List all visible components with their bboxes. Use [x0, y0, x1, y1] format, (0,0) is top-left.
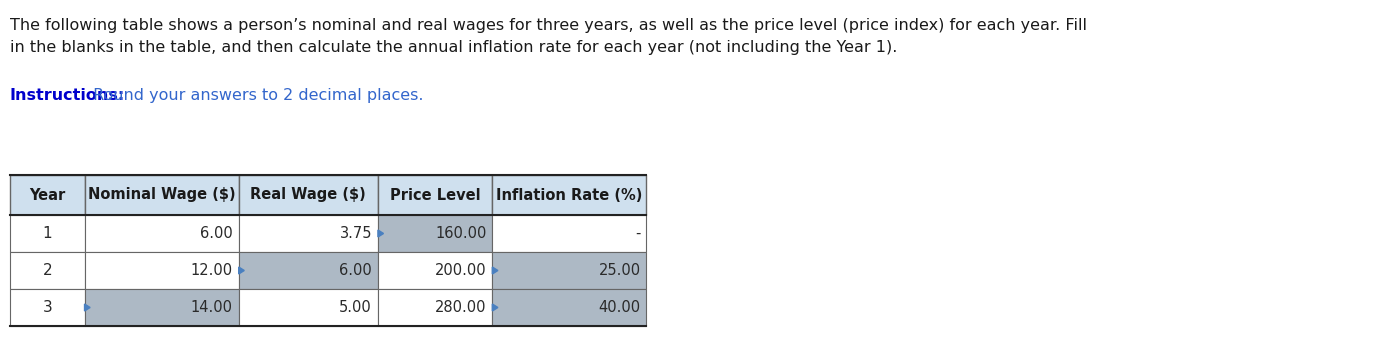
Text: 12.00: 12.00 [190, 263, 232, 278]
Text: 14.00: 14.00 [190, 300, 232, 315]
Text: Price Level: Price Level [389, 188, 481, 202]
Bar [85, 252, 239, 289]
Text: Nominal Wage ($): Nominal Wage ($) [88, 188, 235, 202]
Text: in the blanks in the table, and then calculate the annual inflation rate for eac: in the blanks in the table, and then cal… [10, 40, 898, 55]
Bar [492, 175, 646, 215]
Text: 25.00: 25.00 [599, 263, 641, 278]
Text: Year: Year [29, 188, 65, 202]
Text: 2: 2 [43, 263, 51, 278]
Bar [10, 175, 85, 215]
Polygon shape [239, 267, 245, 274]
Bar [492, 252, 646, 289]
Text: 3.75: 3.75 [339, 226, 373, 241]
Bar [10, 289, 85, 326]
Polygon shape [85, 304, 90, 311]
Polygon shape [378, 230, 384, 237]
Text: 1: 1 [43, 226, 51, 241]
Bar [492, 215, 646, 252]
Text: -: - [635, 226, 641, 241]
Text: 6.00: 6.00 [339, 263, 373, 278]
Text: 160.00: 160.00 [435, 226, 486, 241]
Bar [85, 215, 239, 252]
Text: 6.00: 6.00 [200, 226, 232, 241]
Polygon shape [492, 304, 498, 311]
Bar [239, 215, 378, 252]
Text: Real Wage ($): Real Wage ($) [250, 188, 366, 202]
Text: Inflation Rate (%): Inflation Rate (%) [496, 188, 642, 202]
Bar [378, 175, 492, 215]
Text: 40.00: 40.00 [599, 300, 641, 315]
Bar [378, 252, 492, 289]
Bar [10, 252, 85, 289]
Text: Instructions:: Instructions: [10, 88, 125, 103]
Bar [85, 175, 239, 215]
Text: 200.00: 200.00 [435, 263, 486, 278]
Bar [378, 289, 492, 326]
Bar [239, 175, 378, 215]
Text: 280.00: 280.00 [435, 300, 486, 315]
Text: 5.00: 5.00 [339, 300, 373, 315]
Text: Round your answers to 2 decimal places.: Round your answers to 2 decimal places. [88, 88, 423, 103]
Polygon shape [492, 267, 498, 274]
Text: The following table shows a person’s nominal and real wages for three years, as : The following table shows a person’s nom… [10, 18, 1087, 33]
Bar [378, 215, 492, 252]
Bar [85, 289, 239, 326]
Bar [10, 215, 85, 252]
Text: 3: 3 [42, 300, 51, 315]
Bar [239, 252, 378, 289]
Bar [239, 289, 378, 326]
Bar [492, 289, 646, 326]
